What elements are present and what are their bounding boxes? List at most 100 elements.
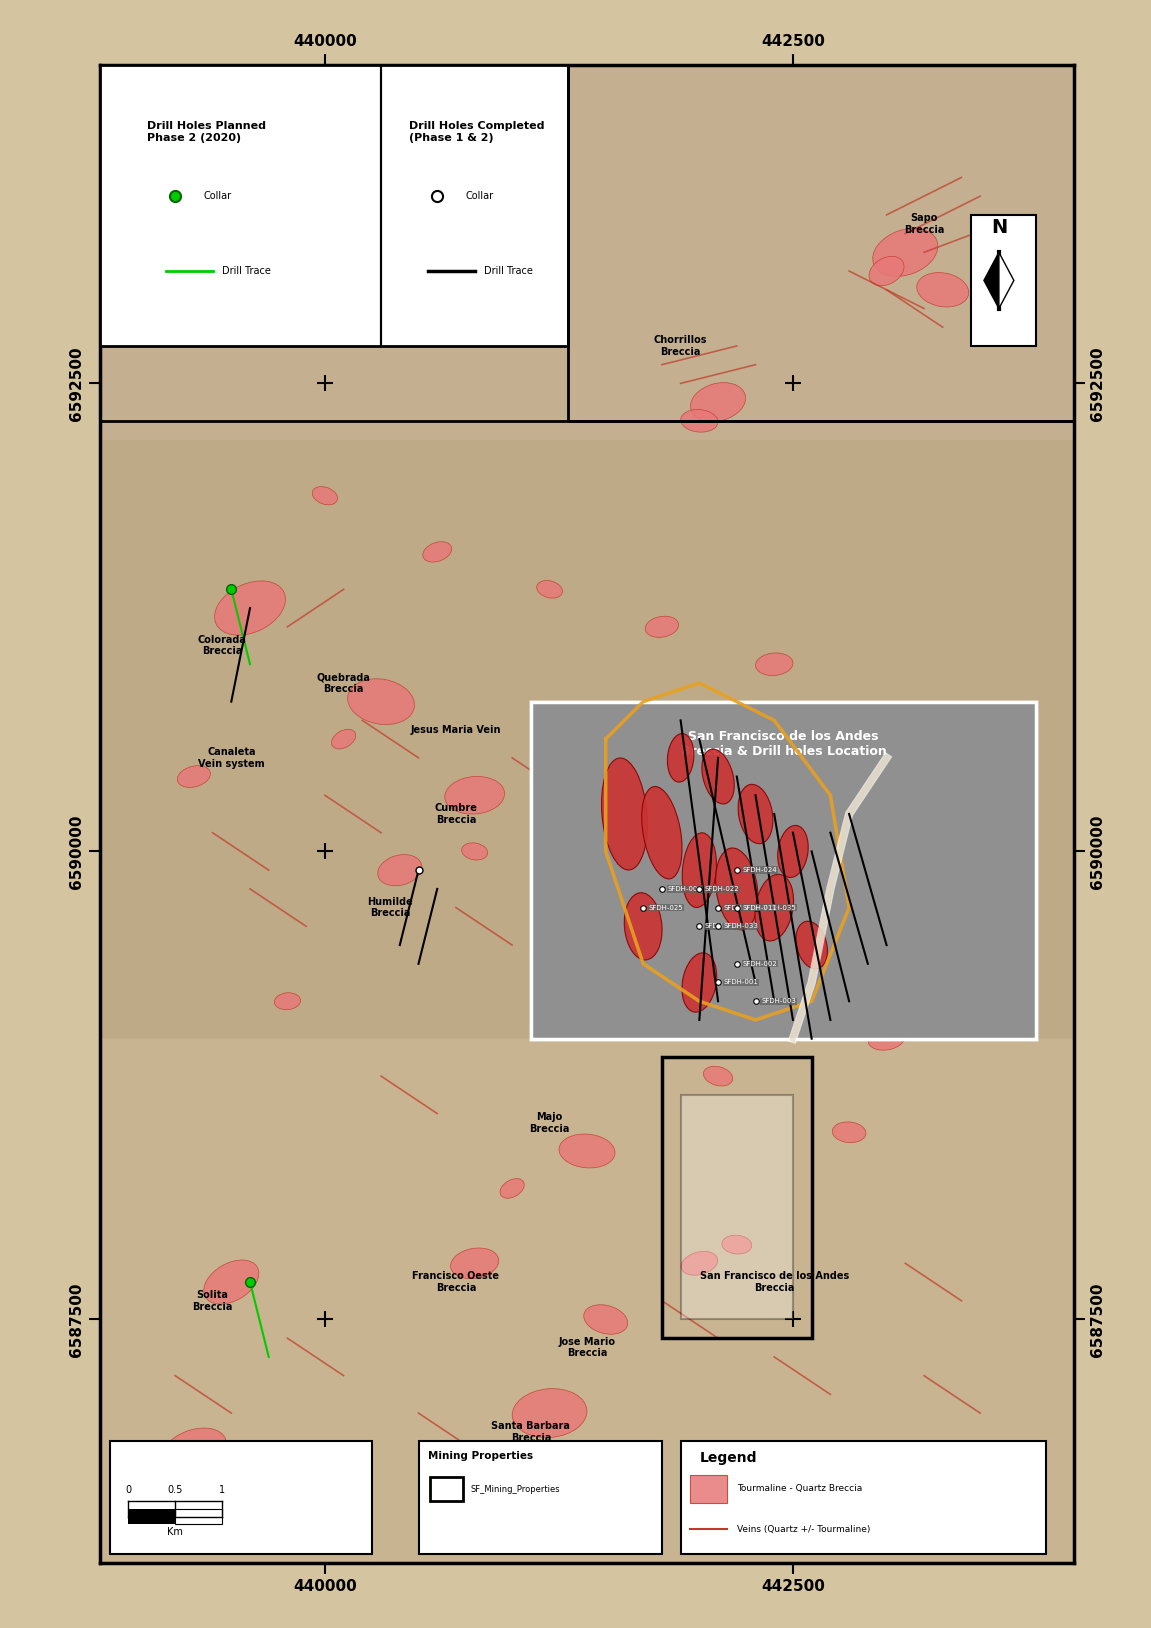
Text: San Francisco de los Andes
Breccia & Drill holes Location: San Francisco de los Andes Breccia & Dri… <box>680 729 886 757</box>
Ellipse shape <box>869 256 904 287</box>
Text: Jose Mario
Breccia: Jose Mario Breccia <box>558 1337 616 1358</box>
Text: Collar: Collar <box>204 190 231 202</box>
Ellipse shape <box>204 1260 259 1304</box>
Text: Drill Trace: Drill Trace <box>485 265 533 277</box>
Ellipse shape <box>536 581 563 597</box>
Text: Francisco Oeste
Breccia: Francisco Oeste Breccia <box>412 1271 500 1293</box>
Bar <box>531 702 1036 1039</box>
Text: SFDH-032: SFDH-032 <box>704 923 740 930</box>
Text: Quebrada
Breccia: Quebrada Breccia <box>317 672 371 694</box>
Text: San Francisco de los Andes
Breccia: San Francisco de los Andes Breccia <box>700 1271 848 1293</box>
Ellipse shape <box>755 874 793 941</box>
Text: SFDH-002: SFDH-002 <box>742 961 777 967</box>
Ellipse shape <box>681 1252 718 1275</box>
Ellipse shape <box>602 759 647 869</box>
Bar <box>100 1039 1074 1563</box>
Text: Mining Properties: Mining Properties <box>428 1451 533 1460</box>
Ellipse shape <box>592 710 620 731</box>
Ellipse shape <box>703 1066 733 1086</box>
Ellipse shape <box>680 410 718 431</box>
Ellipse shape <box>559 1135 615 1167</box>
Text: SFDH-022: SFDH-022 <box>704 886 740 892</box>
Ellipse shape <box>905 744 944 772</box>
Text: 0: 0 <box>125 1485 131 1496</box>
Bar <box>100 65 569 345</box>
Ellipse shape <box>702 749 734 804</box>
Ellipse shape <box>795 921 828 969</box>
Ellipse shape <box>916 272 969 308</box>
Text: SFDH-024: SFDH-024 <box>742 868 777 873</box>
Ellipse shape <box>872 228 938 277</box>
Bar <box>419 1441 662 1553</box>
Text: SFDH-001: SFDH-001 <box>724 980 759 985</box>
Ellipse shape <box>832 1122 866 1143</box>
Ellipse shape <box>450 1249 498 1278</box>
Ellipse shape <box>378 855 421 886</box>
Bar <box>689 1475 727 1503</box>
Bar <box>109 1441 372 1553</box>
Ellipse shape <box>778 825 808 877</box>
Text: N: N <box>991 218 1007 238</box>
Ellipse shape <box>738 785 773 843</box>
Text: SFDH-039: SFDH-039 <box>724 905 759 910</box>
Ellipse shape <box>716 848 759 930</box>
Ellipse shape <box>161 1428 227 1473</box>
Ellipse shape <box>691 383 746 422</box>
Ellipse shape <box>135 1473 178 1503</box>
Ellipse shape <box>683 834 716 907</box>
Text: Sapo
Breccia: Sapo Breccia <box>904 213 944 234</box>
Ellipse shape <box>274 993 300 1009</box>
Text: SFDH-033: SFDH-033 <box>724 923 759 930</box>
Text: Tourmaline - Quartz Breccia: Tourmaline - Quartz Breccia <box>737 1485 862 1493</box>
Ellipse shape <box>624 892 662 961</box>
Ellipse shape <box>584 1304 627 1335</box>
Text: Chorrillos
Breccia: Chorrillos Breccia <box>654 335 708 357</box>
Text: 1: 1 <box>219 1485 224 1496</box>
Text: SFDH-011: SFDH-011 <box>742 905 777 910</box>
Ellipse shape <box>668 734 694 781</box>
Bar <box>680 1441 1046 1553</box>
Text: SF_Mining_Properties: SF_Mining_Properties <box>471 1485 561 1495</box>
Ellipse shape <box>628 785 658 806</box>
Ellipse shape <box>755 653 793 676</box>
Bar <box>680 1094 793 1319</box>
Ellipse shape <box>422 542 451 562</box>
Ellipse shape <box>512 1389 587 1438</box>
Bar <box>128 1509 175 1524</box>
Ellipse shape <box>348 679 414 724</box>
Ellipse shape <box>681 952 717 1013</box>
Text: Drill Trace: Drill Trace <box>222 265 270 277</box>
Text: Veins (Quartz +/- Tourmaline): Veins (Quartz +/- Tourmaline) <box>737 1525 870 1534</box>
Text: SFDH-003: SFDH-003 <box>761 998 796 1004</box>
Text: SFDH-009: SFDH-009 <box>668 886 702 892</box>
Ellipse shape <box>177 765 211 788</box>
Text: Cumbre
Breccia: Cumbre Breccia <box>435 803 478 825</box>
Polygon shape <box>984 252 999 308</box>
Ellipse shape <box>500 1179 524 1198</box>
Text: Jesus Maria Vein: Jesus Maria Vein <box>411 724 501 734</box>
Text: Drill Holes Planned
Phase 2 (2020): Drill Holes Planned Phase 2 (2020) <box>147 120 266 143</box>
Ellipse shape <box>646 617 679 637</box>
Text: Solita
Breccia: Solita Breccia <box>192 1289 233 1312</box>
Bar <box>429 1477 464 1501</box>
Ellipse shape <box>814 822 847 843</box>
Text: Drill Holes Completed
(Phase 1 & 2): Drill Holes Completed (Phase 1 & 2) <box>409 120 544 143</box>
Text: Km: Km <box>167 1527 183 1537</box>
Bar <box>970 215 1036 345</box>
Ellipse shape <box>462 843 488 860</box>
Bar <box>100 65 1074 440</box>
Text: SFDH-035: SFDH-035 <box>761 905 795 910</box>
Bar <box>175 1509 222 1524</box>
Text: Legend: Legend <box>700 1451 757 1465</box>
Bar <box>569 65 1151 420</box>
Text: SFDH-025: SFDH-025 <box>649 905 684 910</box>
Text: Corredor Sur
Breccias: Corredor Sur Breccias <box>139 1459 211 1480</box>
Polygon shape <box>999 252 1014 308</box>
Bar <box>531 702 1036 1039</box>
Text: Santa Barbara
Breccia: Santa Barbara Breccia <box>491 1421 570 1442</box>
Bar <box>100 440 1074 1039</box>
Ellipse shape <box>444 777 504 814</box>
Ellipse shape <box>214 581 285 635</box>
Text: Majo
Breccia: Majo Breccia <box>529 1112 570 1133</box>
Ellipse shape <box>331 729 356 749</box>
